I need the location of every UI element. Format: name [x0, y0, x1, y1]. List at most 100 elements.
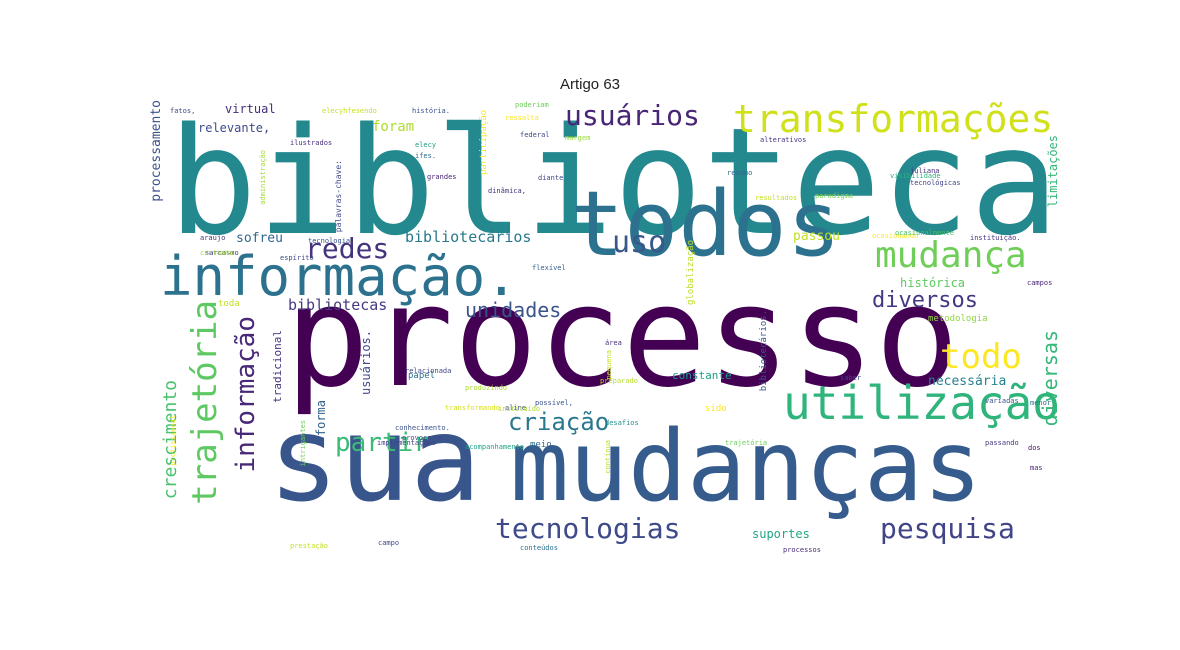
cloud-word: participação [479, 110, 489, 176]
cloud-word: pesquisa [880, 512, 1015, 545]
cloud-word: trajetória [725, 439, 768, 447]
cloud-word: usuários. [359, 330, 373, 396]
cloud-word: araujo [200, 234, 226, 242]
cloud-word: limitações [1046, 135, 1060, 208]
cloud-word: campos [1027, 279, 1053, 287]
cloud-word: papel [408, 371, 436, 381]
cloud-word: implementações [377, 439, 437, 447]
cloud-word: diversas [1038, 330, 1060, 427]
cloud-word: resultados [755, 194, 798, 202]
cloud-word: pequena [605, 350, 613, 380]
cloud-word: sido [705, 404, 727, 414]
cloud-word: tecnologia [308, 237, 351, 245]
cloud-word: desafios [605, 419, 639, 427]
cloud-word: saber [840, 374, 862, 382]
cloud-word: foram [372, 119, 415, 135]
cloud-word: intrigantes [299, 420, 307, 467]
cloud-word: conhecimento. [395, 424, 450, 432]
cloud-word: menor [1030, 399, 1052, 407]
cloud-word: meio [530, 440, 552, 450]
cloud-word: todos [570, 172, 841, 277]
cloud-word: acompanhamento [465, 443, 525, 451]
cloud-word: história. [412, 107, 450, 115]
chart-title: Artigo 63 [559, 76, 621, 93]
cloud-word: passou [793, 229, 840, 244]
cloud-word: flexível [532, 264, 566, 272]
cloud-word: contanto [200, 249, 234, 257]
cloud-word: forma [314, 400, 328, 437]
cloud-word: dos [1028, 444, 1041, 452]
cloud-word: sua [268, 390, 482, 528]
cloud-word: relevante, [198, 121, 271, 135]
cloud-word: mudanças [510, 410, 983, 524]
cloud-word: biblioteca [168, 100, 1060, 268]
cloud-word: administração [259, 150, 267, 205]
cloud-word: processo [285, 256, 960, 419]
cloud-word: instituído [498, 405, 541, 413]
cloud-word: histórica [900, 276, 966, 290]
cloud-word: conteúdos [520, 544, 558, 552]
cloud-word: ocasionando [872, 232, 919, 240]
cloud-word: metodologia [928, 314, 988, 324]
cloud-word: diante [538, 174, 564, 182]
cloud-word: resumo [727, 169, 753, 177]
cloud-word: contínua [604, 440, 612, 474]
cloud-word: aline [505, 404, 527, 412]
cloud-word: ilustrados [290, 139, 333, 147]
cloud-word: bibliotecários [405, 228, 532, 246]
cloud-word: usuários [565, 100, 700, 132]
cloud-word: ifes. [415, 152, 437, 160]
cloud-word: informação. [160, 245, 518, 308]
cloud-word: processos [783, 546, 821, 554]
cloud-word: passando [985, 439, 1019, 447]
cloud-word: sofreu [236, 231, 283, 246]
cloud-word: suportes [752, 527, 810, 541]
cloud-word: globalização [686, 240, 696, 306]
cloud-word: tradicional [271, 330, 284, 403]
cloud-word: toda [218, 299, 240, 309]
cloud-word: campo [378, 539, 400, 547]
cloud-word: mudança [875, 235, 1027, 276]
cloud-word: partir [335, 428, 429, 458]
cloud-word: palavras-chave: [334, 160, 343, 233]
cloud-word: área [605, 339, 622, 347]
cloud-word: produzindo [465, 384, 508, 392]
cloud-word: espírito [280, 254, 314, 262]
cloud-word: prestação [290, 542, 328, 550]
cloud-word: necessária [928, 374, 1007, 389]
cloud-word: paradigma [815, 192, 853, 200]
cloud-word: redes [305, 232, 390, 265]
cloud-word: ocasionalmente [895, 229, 955, 237]
cloud-word: instituição. [970, 234, 1021, 242]
cloud-word: margem [565, 134, 591, 142]
cloud-word: constante [672, 369, 732, 382]
cloud-word: visibilidade [890, 172, 941, 180]
cloud-word: mas [1030, 464, 1043, 472]
cloud-word: sarcasmo [205, 249, 239, 257]
cloud-word: tecnológicas [910, 179, 961, 187]
cloud-word: variadas [985, 397, 1019, 405]
cloud-word: juliana [910, 167, 940, 175]
cloud-word: provocaram [402, 434, 445, 442]
cloud-word: informação [231, 316, 261, 473]
cloud-word: transformando [445, 404, 500, 412]
cloud-word: fatos, [170, 107, 196, 115]
cloud-word: federal [520, 131, 550, 139]
cloud-word: relacionada [405, 367, 452, 375]
cloud-word: bibliotecários. [759, 310, 769, 392]
cloud-word: preparado [600, 377, 638, 385]
cloud-word: possível, [535, 399, 573, 407]
cloud-word: trajetória [185, 300, 225, 505]
cloud-word: elecy [415, 141, 437, 149]
word-cloud: biblioteca processo sua mudanças todos inform… [150, 100, 1060, 555]
cloud-word: bibliotecas [288, 296, 388, 314]
cloud-word: unidades [465, 298, 562, 322]
cloud-word: processamento [150, 100, 164, 202]
cloud-word: tecnologias [495, 512, 681, 545]
cloud-word: dinâmica, [488, 187, 526, 195]
cloud-word: uso [612, 225, 667, 260]
cloud-word: ressalta [505, 114, 539, 122]
cloud-word: virtual [225, 102, 276, 116]
cloud-word: elecyhfesendo [322, 107, 377, 115]
cloud-word: criação [508, 408, 610, 436]
